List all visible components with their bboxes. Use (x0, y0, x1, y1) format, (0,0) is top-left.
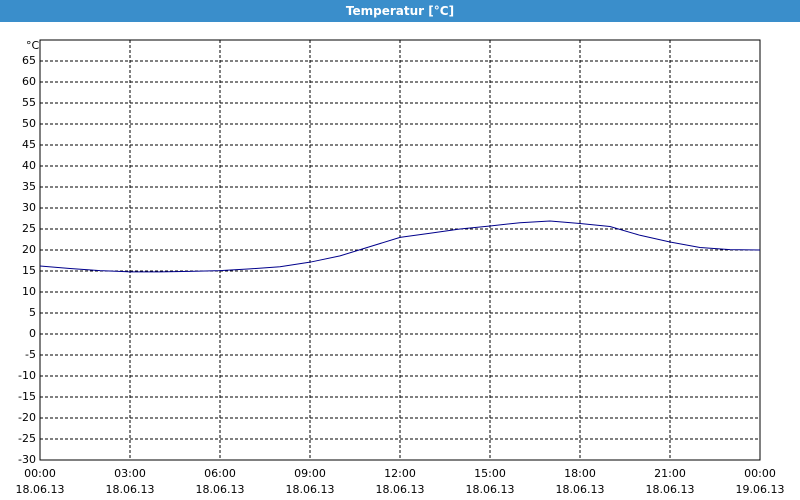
x-tick-date: 18.06.13 (106, 483, 155, 496)
x-tick-date: 18.06.13 (196, 483, 245, 496)
y-tick-label: 50 (22, 117, 36, 130)
y-tick-label: -5 (25, 348, 36, 361)
y-tick-label: 20 (22, 243, 36, 256)
x-tick-date: 18.06.13 (376, 483, 425, 496)
y-tick-label: 35 (22, 180, 36, 193)
y-tick-label: 15 (22, 264, 36, 277)
x-tick-date: 19.06.13 (736, 483, 785, 496)
chart: °C -30 -25 -20 -15 -10 -5 0 5 10 15 20 25 30 35 40 45 50… (16, 39, 785, 496)
x-tick-label: 18:00 (564, 467, 596, 480)
y-tick-label: 65 (22, 54, 36, 67)
x-tick-date: 18.06.13 (646, 483, 695, 496)
y-tick-label: -20 (18, 411, 36, 424)
x-tick-label: 03:00 (114, 467, 146, 480)
x-tick-label: 00:00 (24, 467, 56, 480)
y-tick-label: -10 (18, 369, 36, 382)
y-tick-label: -15 (18, 390, 36, 403)
y-tick-label: 25 (22, 222, 36, 235)
x-tick-label: 21:00 (654, 467, 686, 480)
x-tick-date: 18.06.13 (556, 483, 605, 496)
y-tick-label: -30 (18, 453, 36, 466)
y-tick-label: 60 (22, 75, 36, 88)
y-tick-label: 55 (22, 96, 36, 109)
y-tick-label: 10 (22, 285, 36, 298)
y-tick-label: 5 (29, 306, 36, 319)
x-tick-label: 15:00 (474, 467, 506, 480)
x-tick-date: 18.06.13 (466, 483, 515, 496)
x-tick-label: 06:00 (204, 467, 236, 480)
window-title: Temperatur [°C] (0, 0, 800, 22)
x-tick-date: 18.06.13 (286, 483, 335, 496)
y-tick-label: -25 (18, 432, 36, 445)
y-tick-label: 45 (22, 138, 36, 151)
y-tick-label: 30 (22, 201, 36, 214)
y-tick-label: 40 (22, 159, 36, 172)
x-tick-date: 18.06.13 (16, 483, 65, 496)
y-unit: °C (26, 39, 40, 52)
data-line (39, 220, 761, 273)
y-tick-label: 0 (29, 327, 36, 340)
x-tick-label: 09:00 (294, 467, 326, 480)
x-tick-label: 12:00 (384, 467, 416, 480)
x-tick-label: 00:00 (744, 467, 776, 480)
